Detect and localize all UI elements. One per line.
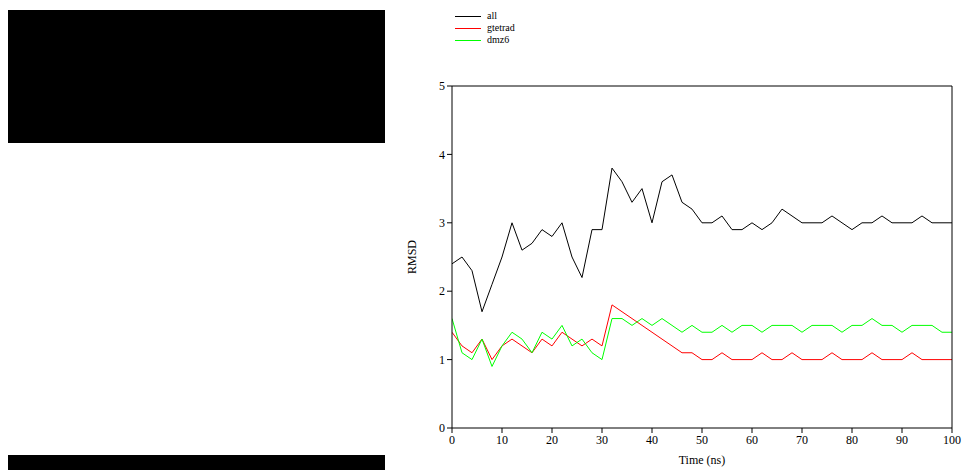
html-text:all: all [487, 10, 497, 21]
svg-text:50: 50 [696, 433, 708, 447]
svg-text:4: 4 [439, 148, 445, 162]
html-text:gtetrad: gtetrad [487, 22, 515, 33]
svg-text:Time (ns): Time (ns) [679, 453, 726, 467]
svg-text:5: 5 [439, 79, 445, 93]
svg-text:30: 30 [596, 433, 608, 447]
svg-text:2: 2 [439, 284, 445, 298]
svg-text:3: 3 [439, 216, 445, 230]
svg-text:RMSD: RMSD [405, 240, 419, 274]
svg-text:1: 1 [439, 353, 445, 367]
svg-text:70: 70 [796, 433, 808, 447]
svg-text:40: 40 [646, 433, 658, 447]
svg-text:20: 20 [546, 433, 558, 447]
svg-text:100: 100 [943, 433, 961, 447]
svg-text:0: 0 [439, 421, 445, 435]
svg-text:60: 60 [746, 433, 758, 447]
svg-text:90: 90 [896, 433, 908, 447]
svg-text:80: 80 [846, 433, 858, 447]
html-text:dmz6: dmz6 [487, 34, 510, 45]
svg-text:0: 0 [449, 433, 455, 447]
svg-text:10: 10 [496, 433, 508, 447]
